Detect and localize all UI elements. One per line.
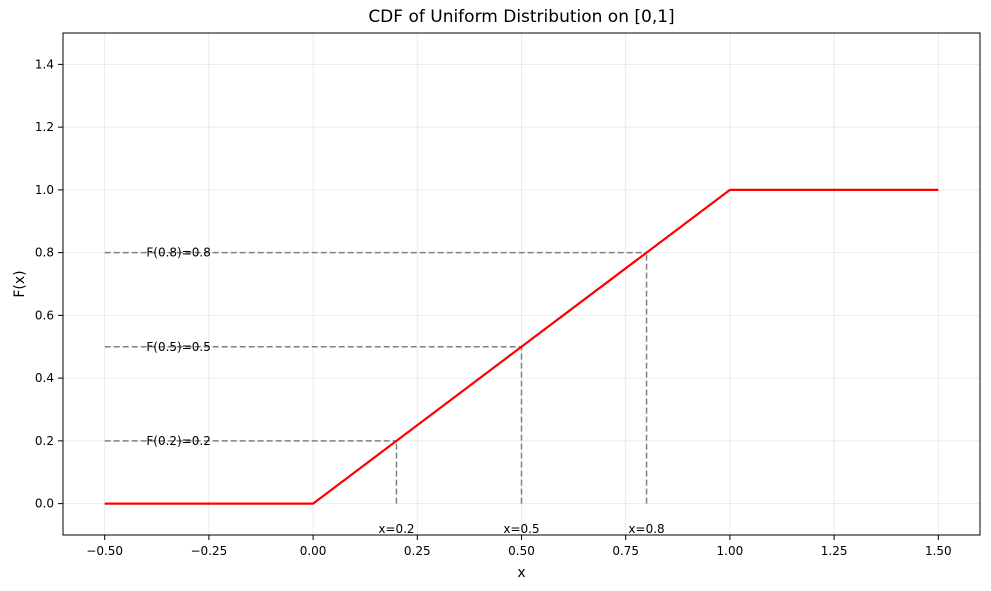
y-tick-label: 0.6 <box>35 308 54 322</box>
x-tick-label: 0.25 <box>404 544 431 558</box>
y-tick-label: 0.4 <box>35 371 54 385</box>
y-axis-ticks: 0.0 0.2 0.4 0.6 0.8 1.0 1.2 1.4 <box>35 57 63 511</box>
y-reference-label: F(0.2)=0.2 <box>146 434 211 448</box>
y-tick-label: 1.0 <box>35 183 54 197</box>
x-tick-label: −0.50 <box>86 544 123 558</box>
y-tick-label: 0.2 <box>35 434 54 448</box>
x-reference-label: x=0.8 <box>628 522 664 536</box>
cdf-series-line <box>104 188 939 505</box>
y-reference-label: F(0.8)=0.8 <box>146 246 211 260</box>
x-tick-label: 0.00 <box>300 544 327 558</box>
annotations: x=0.2 F(0.2)=0.2 x=0.5 F(0.5)=0.5 x=0.8 F(0.8… <box>146 246 664 536</box>
x-tick-label: 1.00 <box>717 544 744 558</box>
x-reference-label: x=0.2 <box>378 522 414 536</box>
x-tick-label: −0.25 <box>190 544 227 558</box>
x-reference-label: x=0.5 <box>503 522 539 536</box>
y-tick-label: 0.8 <box>35 246 54 260</box>
series <box>104 188 939 505</box>
x-axis-title: x <box>517 565 525 581</box>
y-axis-title: F(x) <box>12 270 28 297</box>
x-axis-ticks: −0.50 −0.25 0.00 0.25 0.50 0.75 1.00 1.25 1.50 <box>86 535 952 558</box>
y-tick-label: 0.0 <box>35 497 54 511</box>
x-tick-label: 0.50 <box>508 544 535 558</box>
y-reference-label: F(0.5)=0.5 <box>146 340 211 354</box>
x-tick-label: 1.50 <box>925 544 952 558</box>
x-tick-label: 0.75 <box>612 544 639 558</box>
x-tick-label: 1.25 <box>821 544 848 558</box>
chart-title: CDF of Uniform Distribution on [0,1] <box>368 7 674 27</box>
reference-lines <box>104 251 648 504</box>
y-tick-label: 1.2 <box>35 120 54 134</box>
y-tick-label: 1.4 <box>35 57 54 71</box>
